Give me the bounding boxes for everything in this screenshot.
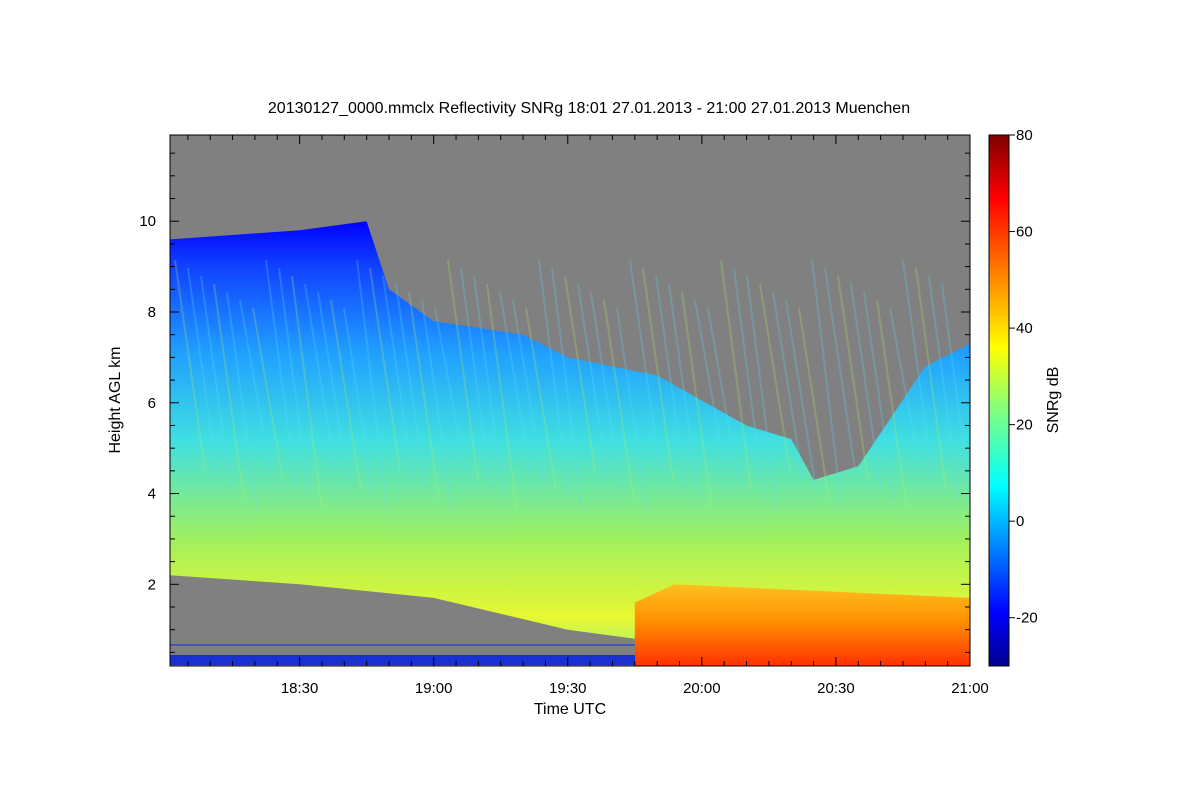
- fall-streak: [265, 259, 297, 491]
- fall-streak: [434, 307, 466, 471]
- y-tick-label: 8: [148, 304, 156, 321]
- x-axis-title: Time UTC: [534, 701, 606, 718]
- fall-streak: [785, 299, 817, 491]
- y-tick-label: 2: [148, 576, 156, 593]
- fall-streak: [928, 275, 960, 501]
- rain-region: [634, 584, 970, 666]
- ground-clutter-band: [170, 655, 635, 665]
- plot-frame: [169, 134, 971, 667]
- fall-streak: [876, 299, 908, 511]
- fall-streak: [421, 299, 453, 511]
- colorbar-axis: -20 0 20 40 60 80: [1009, 127, 1038, 627]
- fall-streak: [356, 259, 388, 511]
- fall-streak: [330, 299, 362, 491]
- fall-streak: [590, 291, 622, 491]
- fall-streak: [811, 259, 843, 511]
- cloud-field: [170, 221, 970, 662]
- fall-streak: [655, 275, 687, 491]
- fall-streak: [694, 299, 726, 471]
- fall-streak: [551, 267, 583, 511]
- chart-title: 20130127_0000.mmclx Reflectivity SNRg 18…: [268, 100, 910, 117]
- plot-area: [170, 135, 970, 666]
- fall-streak: [473, 275, 505, 501]
- fall-streak: [538, 259, 570, 501]
- fall-streak: [239, 299, 271, 471]
- fall-streak: [616, 307, 648, 511]
- fall-streak: [850, 283, 882, 491]
- x-tick-label: 18:30: [281, 680, 319, 697]
- fall-streak: [317, 291, 349, 481]
- fall-streak: [304, 283, 336, 471]
- x-tick-label: 19:00: [415, 680, 453, 697]
- fall-streak: [447, 259, 479, 481]
- fall-streak: [863, 291, 895, 501]
- fall-streak: [915, 267, 947, 491]
- fall-streak: [408, 291, 440, 501]
- x-tick-label: 21:00: [951, 680, 989, 697]
- fall-streak: [642, 267, 674, 481]
- x-tick-label: 20:30: [817, 680, 855, 697]
- fall-streak: [382, 275, 414, 481]
- fall-streak: [837, 275, 869, 481]
- x-tick-label: 19:30: [549, 680, 587, 697]
- y-tick-label: 4: [148, 486, 156, 503]
- fall-streak: [187, 267, 219, 481]
- fall-streak: [252, 307, 284, 481]
- fall-streak: [629, 259, 661, 471]
- fall-streak: [707, 307, 739, 481]
- colorbar-tick-label: 80: [1016, 127, 1033, 144]
- fall-streak: [889, 307, 921, 471]
- fall-streak: [733, 267, 765, 501]
- fall-streak: [486, 283, 518, 511]
- colorbar-tick-label: 0: [1016, 513, 1024, 530]
- fall-streak: [395, 283, 427, 491]
- fall-streak: [343, 307, 375, 501]
- colorbar: [988, 134, 1010, 667]
- fall-streak: [512, 299, 544, 481]
- y-axis: 2 4 6 8 10: [139, 152, 970, 653]
- colorbar-tick-label: -20: [1016, 610, 1038, 627]
- fall-streak: [525, 307, 557, 491]
- fall-streak: [226, 291, 258, 511]
- y-axis-title: Height AGL km: [107, 346, 124, 453]
- fall-streak: [460, 267, 492, 491]
- x-tick-label: 20:00: [683, 680, 721, 697]
- x-axis: 18:30 19:00 19:30 20:00 20:30 21:00: [187, 135, 989, 697]
- fall-streak: [213, 283, 245, 501]
- fall-streak: [291, 275, 323, 511]
- fall-streak: [278, 267, 310, 501]
- fall-streak: [200, 275, 232, 491]
- fall-streak: [603, 299, 635, 501]
- colorbar-tick-label: 60: [1016, 224, 1033, 241]
- fall-streak: [681, 291, 713, 511]
- fall-streak: [499, 291, 531, 471]
- fall-streak: [577, 283, 609, 481]
- fall-streak: [369, 267, 401, 471]
- fall-streak: [902, 259, 934, 481]
- colorbar-tick-label: 20: [1016, 417, 1033, 434]
- fall-streak: [174, 259, 206, 471]
- fall-streak: [720, 259, 752, 491]
- fall-streak: [772, 291, 804, 481]
- fall-streaks: [174, 259, 970, 511]
- colorbar-tick-label: 40: [1016, 320, 1033, 337]
- fall-streak: [564, 275, 596, 471]
- fall-streak: [824, 267, 856, 471]
- fall-streak: [941, 283, 970, 503]
- y-tick-label: 10: [139, 213, 156, 230]
- colorbar-title: SNRg dB: [1045, 367, 1062, 434]
- fall-streak: [798, 307, 830, 501]
- fall-streak: [759, 283, 791, 471]
- fall-streak: [668, 283, 700, 501]
- y-tick-label: 6: [148, 395, 156, 412]
- fall-streak: [746, 275, 778, 511]
